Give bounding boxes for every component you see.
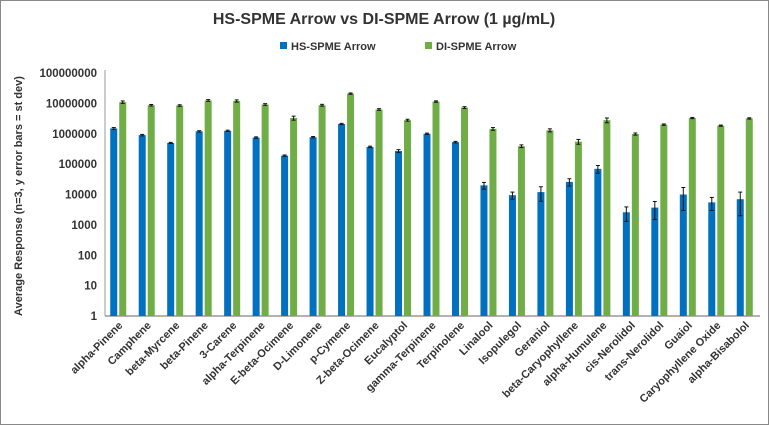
bar [119, 102, 127, 316]
bar [110, 128, 118, 316]
bar [423, 133, 431, 316]
bar [432, 101, 440, 316]
bar [347, 93, 355, 316]
bar [489, 128, 497, 316]
bar [708, 202, 716, 316]
bar [176, 105, 184, 317]
bar [460, 107, 468, 316]
bar [651, 207, 659, 316]
bar [138, 135, 146, 316]
bar [537, 192, 545, 316]
bar [147, 105, 155, 317]
legend-label: HS-SPME Arrow [291, 41, 376, 53]
bar [574, 141, 582, 316]
bar [404, 120, 412, 316]
bar [594, 168, 602, 316]
legend-swatch [280, 42, 287, 49]
bar [603, 120, 611, 316]
y-axis-label: Average Response (n=3, y error bars = st… [13, 76, 25, 316]
bar [261, 104, 269, 316]
bar [679, 194, 687, 316]
bar [631, 134, 639, 316]
bar [745, 118, 753, 316]
bar [451, 142, 459, 316]
y-tick-label: 100000 [59, 159, 97, 171]
bar [195, 131, 203, 316]
bar [736, 199, 744, 316]
legend-label: DI-SPME Arrow [436, 41, 517, 53]
y-tick-label: 1 [91, 311, 98, 323]
bar [375, 109, 383, 316]
bar [660, 124, 668, 316]
bar [281, 155, 289, 316]
x-axis: alpha-PineneCamphenebeta-Myrcenebeta-Pin… [68, 320, 751, 406]
bar [565, 181, 573, 316]
bar [224, 130, 232, 316]
legend: HS-SPME Arrow DI-SPME Arrow [280, 41, 517, 53]
bar [480, 185, 488, 316]
bar [252, 137, 260, 316]
bar [204, 100, 212, 316]
y-tick-label: 1000000 [52, 129, 97, 141]
bar [366, 146, 374, 316]
bar [717, 125, 725, 316]
bar [338, 123, 346, 316]
bar [318, 105, 326, 317]
y-tick-label: 1000 [71, 220, 97, 232]
y-tick-label: 10000000 [46, 98, 97, 110]
bar [688, 118, 696, 316]
bar [395, 151, 403, 316]
bar [508, 195, 516, 316]
bar [290, 118, 298, 316]
bar [167, 142, 175, 316]
bar [309, 137, 317, 316]
bar [233, 100, 241, 316]
bar [622, 212, 630, 316]
y-tick-label: 100000000 [39, 68, 97, 80]
bars [110, 92, 753, 317]
chart-title: HS-SPME Arrow vs DI-SPME Arrow (1 µg/mL) [213, 11, 555, 28]
y-tick-label: 10000 [65, 190, 97, 202]
y-tick-label: 10 [84, 281, 97, 293]
y-tick-label: 100 [78, 250, 97, 262]
bar [517, 146, 525, 316]
bar [546, 130, 554, 316]
legend-swatch [425, 42, 432, 49]
